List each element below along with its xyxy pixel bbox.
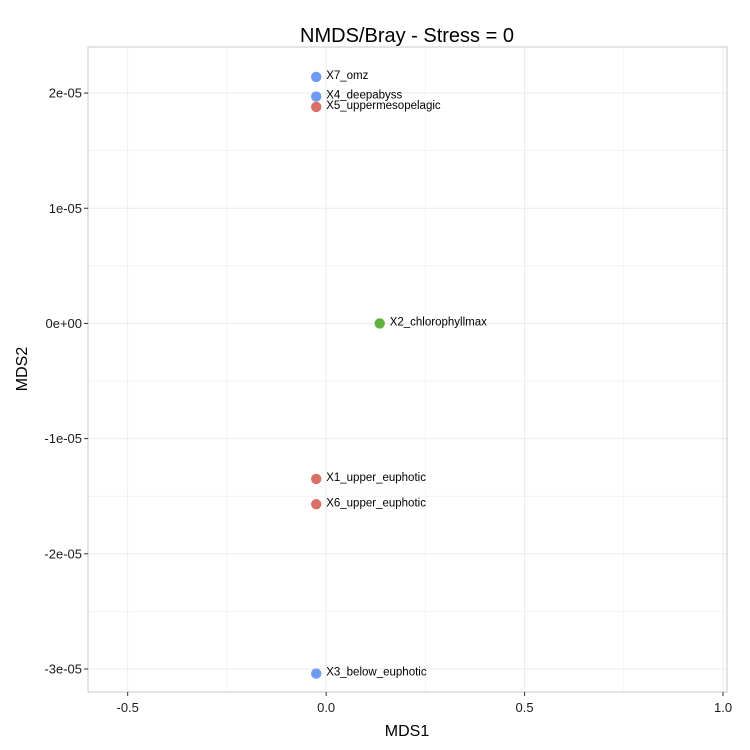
x-tick-label: 0.0: [317, 700, 335, 715]
data-point: [311, 91, 322, 102]
x-tick-label: -0.5: [116, 700, 138, 715]
point-layer: [311, 71, 385, 679]
y-tick-label: -3e-05: [44, 661, 82, 676]
tick-layer: -0.5 0.0 0.5 1.0 -3e-05 -2e-05 -1e-05 0e+00 1e-0…: [44, 86, 732, 715]
data-point: [374, 318, 385, 329]
point-label: X2_chlorophyllmax: [390, 316, 487, 328]
point-label: X6_upper_euphotic: [326, 497, 426, 509]
y-tick-label: -1e-05: [44, 431, 82, 446]
y-tick-label: 2e-05: [49, 86, 82, 101]
point-label: X7_omz: [326, 70, 368, 82]
y-tick-label: 0e+00: [45, 316, 82, 331]
plot-panel-border: [87, 46, 728, 693]
x-tick-label: 0.5: [516, 700, 534, 715]
data-point: [311, 499, 322, 510]
data-point: [311, 668, 322, 679]
grid-layer: [88, 47, 727, 692]
point-label: X1_upper_euphotic: [326, 472, 426, 484]
y-tick-label: 1e-05: [49, 201, 82, 216]
x-tick-label: 1.0: [714, 700, 732, 715]
point-label: X3_below_euphotic: [326, 667, 427, 679]
data-point: [311, 71, 322, 83]
y-tick-label: -2e-05: [44, 546, 82, 561]
data-point: [311, 101, 322, 113]
y-axis-title: MDS2: [14, 347, 31, 392]
point-label: X5_uppermesopelagic: [326, 100, 441, 112]
data-point: [311, 473, 322, 485]
chart-title: NMDS/Bray - Stress = 0: [300, 25, 514, 47]
x-axis-title: MDS1: [385, 723, 430, 740]
point-label: X4_deepabyss: [326, 90, 402, 102]
